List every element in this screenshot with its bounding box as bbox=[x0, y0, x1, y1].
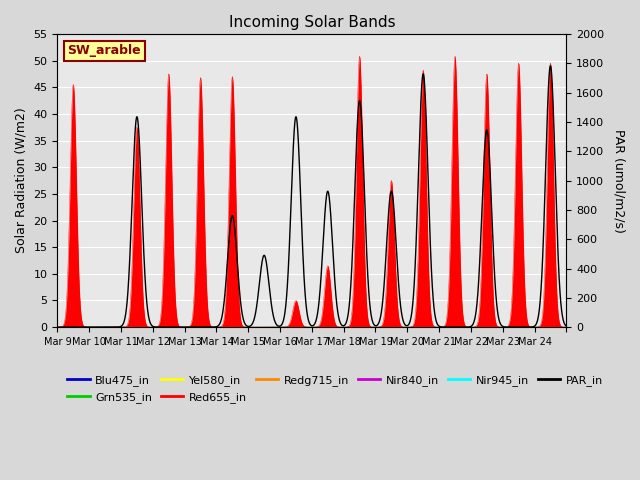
Text: SW_arable: SW_arable bbox=[68, 45, 141, 58]
Title: Incoming Solar Bands: Incoming Solar Bands bbox=[228, 15, 395, 30]
Y-axis label: PAR (umol/m2/s): PAR (umol/m2/s) bbox=[612, 129, 625, 232]
Y-axis label: Solar Radiation (W/m2): Solar Radiation (W/m2) bbox=[15, 108, 28, 253]
Legend: Blu475_in, Grn535_in, Yel580_in, Red655_in, Redg715_in, Nir840_in, Nir945_in, PA: Blu475_in, Grn535_in, Yel580_in, Red655_… bbox=[63, 371, 607, 407]
